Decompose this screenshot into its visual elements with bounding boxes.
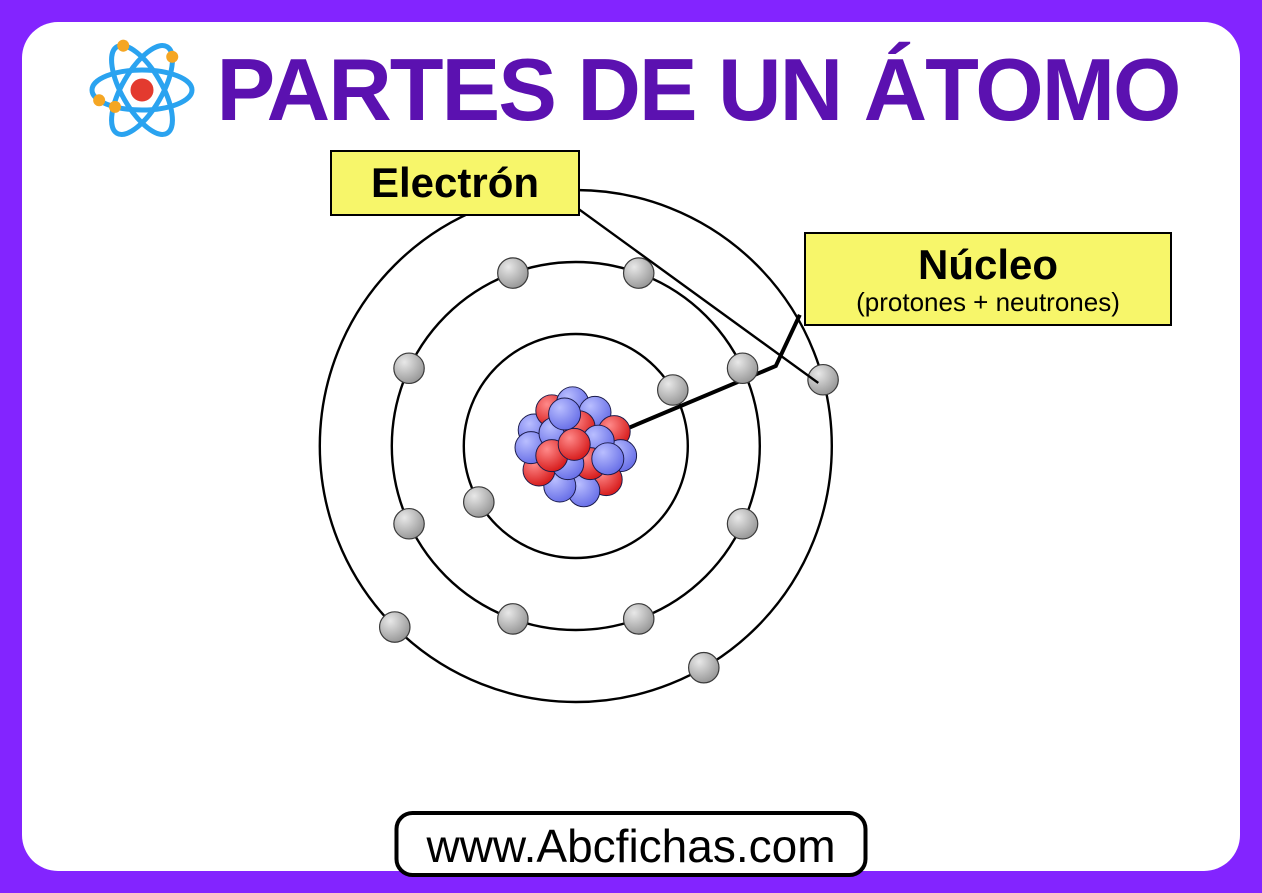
callout-electron: Electrón xyxy=(330,150,580,216)
callout-nucleus: Núcleo (protones + neutrones) xyxy=(804,232,1172,327)
callout-electron-title: Electrón xyxy=(354,160,556,206)
watermark-box: www.Abcfichas.com xyxy=(394,811,867,877)
frame-border: PARTES DE UN ÁTOMO Electrón Núcleo (prot… xyxy=(0,0,1262,893)
watermark-text: www.Abcfichas.com xyxy=(426,820,835,872)
callout-nucleus-title: Núcleo xyxy=(828,242,1148,288)
frame-inner: PARTES DE UN ÁTOMO Electrón Núcleo (prot… xyxy=(22,22,1240,871)
callout-nucleus-subtitle: (protones + neutrones) xyxy=(828,288,1148,317)
atom-diagram xyxy=(22,22,1240,742)
